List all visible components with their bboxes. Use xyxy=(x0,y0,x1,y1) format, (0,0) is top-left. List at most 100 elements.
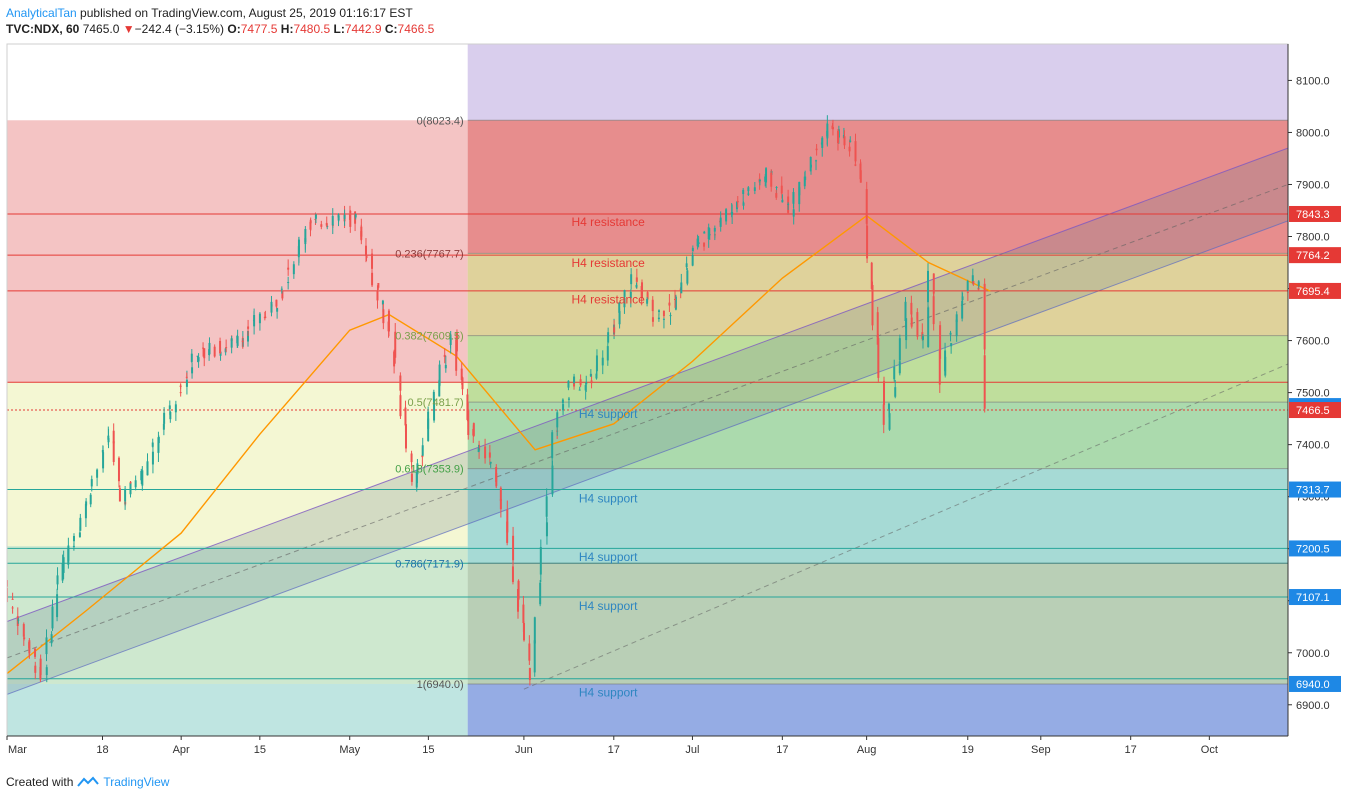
candle xyxy=(309,217,312,231)
tradingview-brand[interactable]: TradingView xyxy=(103,775,170,789)
candle-body xyxy=(669,315,672,317)
candle xyxy=(573,373,576,384)
candle xyxy=(11,605,14,614)
price-chart[interactable]: 0(8023.4) 0.236(7767.7) 0.382(7609.5) 0.5(7… xyxy=(0,0,1348,770)
candle-body xyxy=(309,220,312,224)
candle-body xyxy=(102,452,105,469)
candle-body xyxy=(680,282,683,294)
candle xyxy=(854,133,857,163)
created-with-text: Created with xyxy=(6,775,74,789)
candle-body xyxy=(11,598,14,600)
candle xyxy=(190,349,193,363)
candle-body xyxy=(404,424,407,449)
candle-body xyxy=(495,473,498,486)
candle-body xyxy=(545,522,548,537)
candle-body xyxy=(78,532,81,538)
x-tick-label-8: Jul xyxy=(685,744,699,756)
x-tick-label-3: 15 xyxy=(254,744,266,756)
channel-lower-dashed xyxy=(523,363,1288,690)
candle xyxy=(213,344,216,358)
candle xyxy=(230,335,233,354)
candle-body xyxy=(247,331,250,342)
candle xyxy=(129,481,132,484)
candle-body xyxy=(141,470,144,486)
candle xyxy=(416,458,419,484)
candle-body xyxy=(843,136,846,146)
down-arrow-icon: ▼ xyxy=(122,22,135,36)
candle xyxy=(567,396,570,408)
candle xyxy=(168,400,171,415)
candle-body xyxy=(916,319,919,337)
candle-body xyxy=(371,272,374,286)
candle-body xyxy=(775,186,778,188)
candle-body xyxy=(780,185,783,194)
candle xyxy=(112,440,115,466)
candle xyxy=(61,554,64,584)
candle xyxy=(944,342,947,372)
x-tick-label-10: Aug xyxy=(857,744,877,756)
candle-body xyxy=(826,123,829,139)
candle-body xyxy=(533,617,536,644)
candle-body xyxy=(460,368,463,380)
candle xyxy=(545,488,548,526)
candle-body xyxy=(124,488,127,502)
low-value: 7442.9 xyxy=(344,22,382,36)
candle-body xyxy=(50,634,53,644)
candle-body xyxy=(775,193,778,198)
candle-body xyxy=(657,317,660,320)
candle xyxy=(725,207,728,225)
candle xyxy=(955,311,958,327)
high-value: 7480.5 xyxy=(293,22,331,36)
candle-body xyxy=(871,284,874,326)
candle xyxy=(197,353,200,368)
candle xyxy=(765,167,768,188)
candle-body xyxy=(197,357,200,362)
y-tick-label-1: 7000.0 xyxy=(1296,648,1330,660)
candle-body xyxy=(730,212,733,214)
fib-zone-0-236 xyxy=(467,120,1288,254)
candle xyxy=(185,372,188,379)
candle-body xyxy=(932,273,935,294)
candle-body xyxy=(731,212,734,215)
candle-body xyxy=(270,301,273,313)
candle-body xyxy=(488,452,491,458)
candle xyxy=(39,662,42,683)
candle xyxy=(686,267,689,286)
candle-body xyxy=(163,412,166,424)
footer: Created with TradingView xyxy=(6,774,169,790)
candle-body xyxy=(140,470,143,481)
fib-label-3: 0.5(7481.7) xyxy=(407,397,463,409)
candle xyxy=(584,382,587,400)
candle-body xyxy=(674,296,677,310)
candle xyxy=(736,196,739,208)
candle xyxy=(691,252,694,267)
candle-body xyxy=(736,200,739,203)
candle xyxy=(280,286,283,294)
author-link[interactable]: AnalyticalTan xyxy=(6,6,77,20)
candle xyxy=(467,402,470,440)
symbol-label: TVC:NDX, 60 xyxy=(6,22,80,36)
candle xyxy=(836,129,839,151)
candle-body xyxy=(399,395,402,417)
candle xyxy=(72,533,75,549)
candle xyxy=(50,631,53,647)
candle-body xyxy=(320,224,323,227)
candle-body xyxy=(949,332,952,335)
low-label: L: xyxy=(333,22,345,36)
candle xyxy=(673,289,676,308)
candle-body xyxy=(883,380,886,405)
candle-body xyxy=(578,389,581,391)
candle-body xyxy=(657,310,660,313)
annotation-label-5: H4 support xyxy=(579,550,638,564)
price-tag-8 xyxy=(1289,675,1341,692)
candle xyxy=(910,310,913,329)
candle xyxy=(444,355,447,373)
y-tick-label-6: 7500.0 xyxy=(1296,388,1330,400)
open-label: O: xyxy=(227,22,241,36)
candle-body xyxy=(415,472,418,488)
candle xyxy=(117,456,120,488)
candle-body xyxy=(809,157,812,172)
candle-body xyxy=(590,380,593,384)
candle xyxy=(90,475,93,492)
candle xyxy=(887,402,890,418)
